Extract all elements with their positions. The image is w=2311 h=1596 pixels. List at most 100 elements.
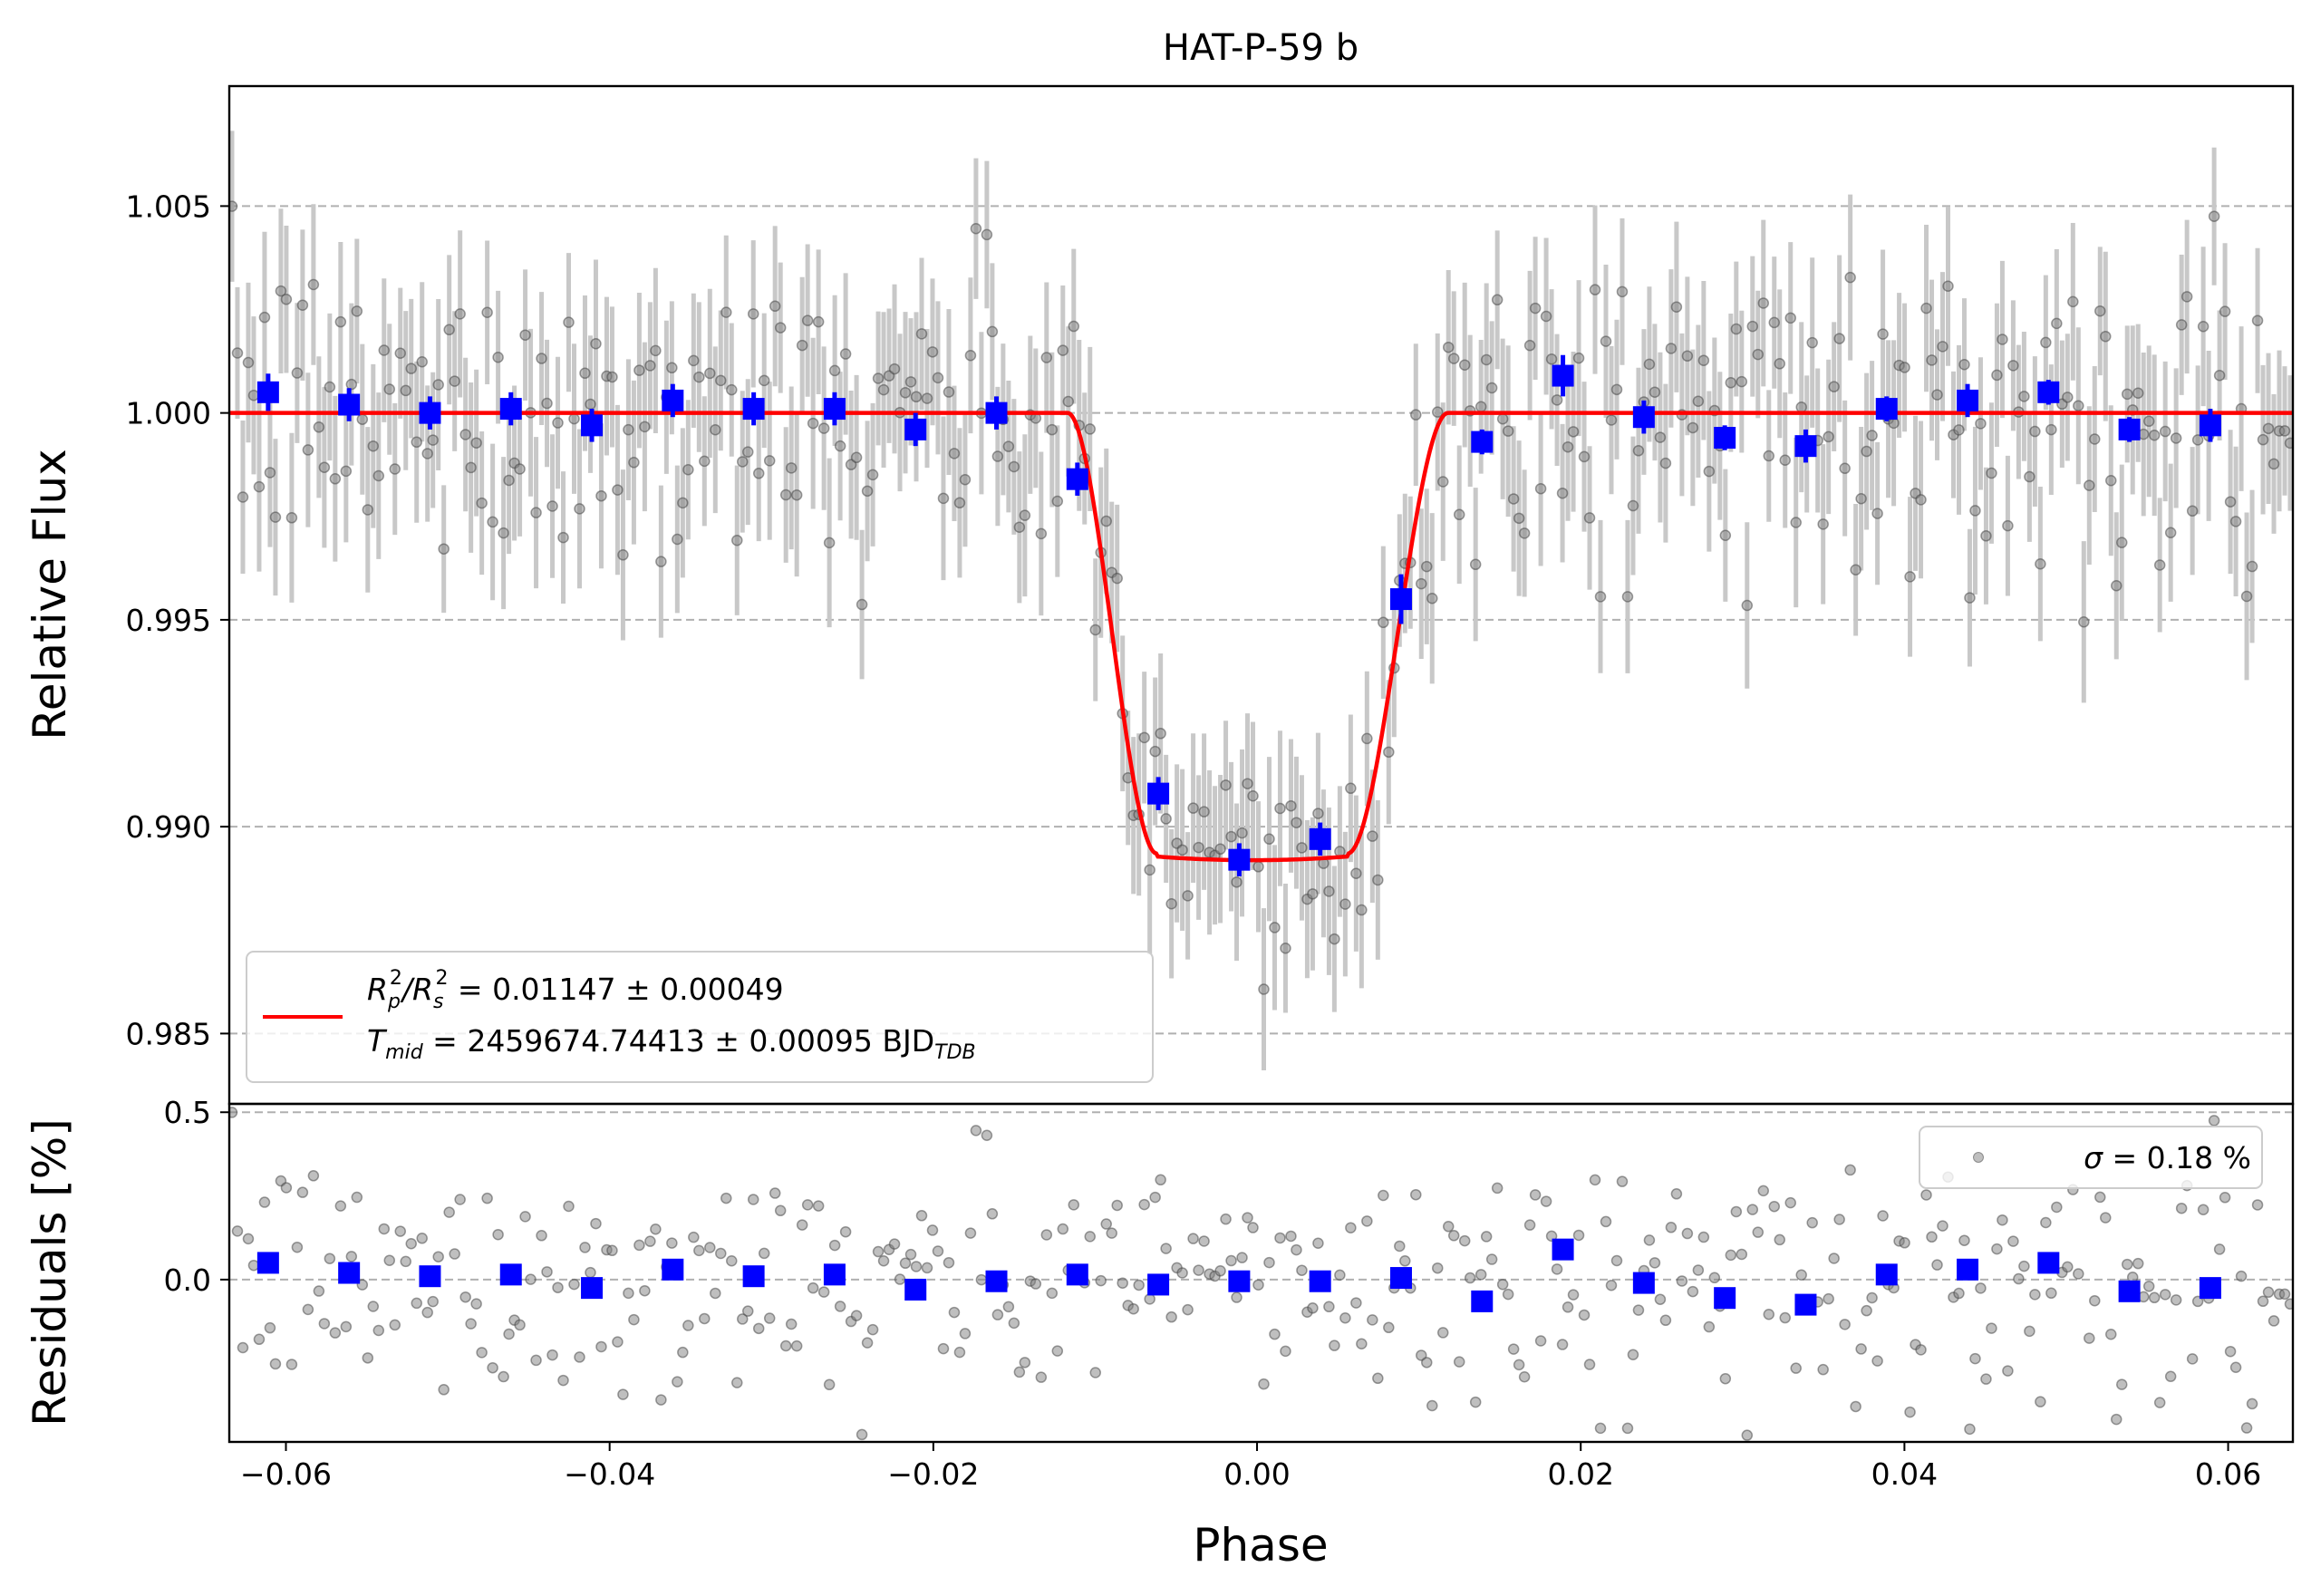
raw-point xyxy=(1937,341,1948,353)
raw-point xyxy=(1899,362,1910,373)
raw-point xyxy=(937,492,950,505)
residual-point xyxy=(394,1225,407,1237)
raw-point xyxy=(1496,412,1509,425)
raw-point xyxy=(563,316,575,328)
raw-point xyxy=(1312,808,1324,819)
raw-point xyxy=(2007,360,2019,372)
raw-point xyxy=(1697,354,1710,366)
residual-point xyxy=(866,1323,879,1336)
residual-point xyxy=(1274,1232,1286,1244)
raw-point xyxy=(465,461,477,474)
residual-point xyxy=(2148,1291,2161,1304)
residual-point xyxy=(1296,1264,1308,1276)
residual-point xyxy=(307,1170,320,1182)
residual-point xyxy=(1850,1400,1861,1413)
residual-point xyxy=(454,1194,466,1205)
residual-point xyxy=(1953,1287,1965,1300)
residual-point xyxy=(237,1341,249,1354)
raw-point xyxy=(1062,395,1075,408)
residual-point xyxy=(1496,1278,1509,1291)
residual-point xyxy=(639,1284,651,1297)
residual-point xyxy=(1659,1314,1672,1327)
residual-point xyxy=(834,1301,846,1312)
raw-point xyxy=(2240,590,2253,603)
raw-point xyxy=(823,537,836,549)
raw-point xyxy=(866,469,879,481)
raw-point xyxy=(481,306,493,319)
residual-point xyxy=(817,1286,830,1298)
residual-point xyxy=(1861,1304,1872,1317)
x-tick-label: 0.02 xyxy=(1547,1456,1613,1492)
raw-point xyxy=(1991,369,2003,382)
raw-point xyxy=(1242,778,1253,789)
residual-point xyxy=(2029,1289,2041,1301)
binned-point xyxy=(2199,414,2221,437)
residual-point xyxy=(2040,1216,2052,1229)
residual-point xyxy=(1258,1378,1270,1390)
raw-point xyxy=(2257,433,2269,446)
residual-point xyxy=(769,1187,781,1199)
residual-point xyxy=(568,1278,580,1291)
residual-point xyxy=(1823,1292,1834,1305)
raw-point xyxy=(487,516,498,528)
residual-point xyxy=(828,1239,841,1252)
raw-point xyxy=(1567,426,1580,438)
residual-point xyxy=(470,1298,482,1310)
raw-point xyxy=(536,353,547,364)
raw-point xyxy=(2051,317,2063,330)
raw-point xyxy=(2045,423,2057,436)
residual-point xyxy=(1556,1339,1569,1350)
residual-point xyxy=(1904,1406,1916,1418)
residual-point xyxy=(666,1237,678,1249)
raw-point xyxy=(731,534,743,547)
raw-point xyxy=(2018,391,2030,402)
raw-point xyxy=(1964,592,1976,604)
residual-point xyxy=(498,1370,509,1383)
raw-point xyxy=(877,383,890,396)
residual-point xyxy=(340,1320,353,1333)
residual-point xyxy=(1236,1252,1248,1263)
residual-point xyxy=(1361,1215,1373,1227)
residual-binned-point xyxy=(1471,1290,1494,1312)
raw-point xyxy=(763,455,776,467)
raw-point xyxy=(296,299,309,311)
residual-point xyxy=(2213,1243,2226,1255)
residual-point xyxy=(1447,1230,1460,1242)
residual-point xyxy=(525,1273,537,1285)
raw-point xyxy=(1426,593,1438,605)
raw-point xyxy=(498,527,509,539)
residual-point xyxy=(2191,1295,2204,1308)
raw-point xyxy=(459,429,471,440)
residual-point xyxy=(1697,1231,1710,1243)
residual-point xyxy=(617,1388,629,1400)
residual-point xyxy=(1616,1175,1629,1187)
raw-point xyxy=(1649,386,1661,398)
raw-point xyxy=(699,455,711,468)
residual-point xyxy=(1399,1255,1411,1267)
raw-point xyxy=(2246,560,2258,573)
residual-point xyxy=(1926,1231,1938,1243)
residual-point xyxy=(2224,1345,2237,1358)
residual-point xyxy=(481,1192,493,1204)
raw-point xyxy=(606,371,618,383)
residual-point xyxy=(2170,1294,2182,1306)
residual-binned-point xyxy=(2199,1277,2221,1300)
raw-point xyxy=(1665,343,1678,354)
raw-point xyxy=(579,367,591,380)
residual-point xyxy=(536,1230,547,1242)
residual-point xyxy=(1779,1311,1791,1324)
binned-point xyxy=(419,401,441,424)
x-tick-label: 0.06 xyxy=(2195,1456,2261,1492)
raw-point xyxy=(2035,557,2046,570)
raw-point xyxy=(981,228,993,241)
raw-point xyxy=(1920,302,1932,314)
residual-point xyxy=(1855,1343,1867,1355)
raw-point xyxy=(2024,470,2035,483)
residual-point xyxy=(633,1239,645,1252)
plot-title: HAT-P-59 b xyxy=(1163,27,1359,69)
raw-point xyxy=(774,322,787,334)
raw-point xyxy=(617,549,629,561)
residual-point xyxy=(443,1206,455,1218)
raw-point xyxy=(650,344,662,357)
residual-point xyxy=(1725,1249,1737,1262)
